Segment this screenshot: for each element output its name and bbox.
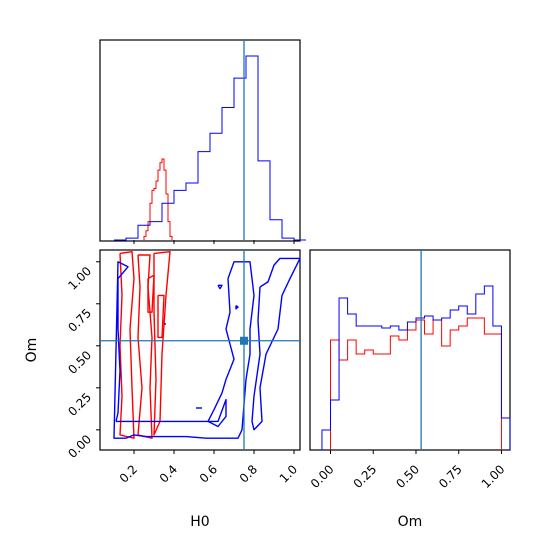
hist-h0-frame	[99, 39, 301, 242]
scatter-x-tick-label-4: 1.0	[277, 462, 300, 485]
hist-om-series	[321, 285, 511, 450]
contour-0-4	[157, 294, 165, 339]
x-axis-label-h0: H0	[190, 514, 209, 530]
scatter-contours	[113, 251, 301, 439]
contour-1-1	[251, 257, 301, 431]
scatter-y-tick-label-3: 0.75	[65, 306, 94, 335]
scatter-x-tick-label-0: 0.2	[117, 462, 140, 485]
scatter-x-ticks: 0.2 0.4 0.6 0.8 1.0	[117, 450, 300, 486]
hist-om-x-tick-label-0: 0.00	[308, 462, 337, 491]
scatter-x-tick-label-3: 0.8	[237, 462, 260, 485]
hist-h0-panel	[99, 39, 306, 244]
hist-h0-ticks	[133, 240, 295, 244]
scatter-y-ticks: 0.00 0.25 0.50 0.75 1.00	[65, 261, 100, 461]
scatter-truth-marker	[240, 336, 248, 345]
hist-om-x-tick-label-1: 0.25	[351, 462, 380, 491]
hist-h0-series-1	[114, 55, 306, 241]
contour-0-0	[119, 251, 135, 439]
hist-om-x-ticks: 0.00 0.25 0.50 0.75 1.00	[308, 450, 508, 491]
hist-h0-series	[114, 55, 306, 241]
hist-om-x-tick-label-3: 0.75	[436, 462, 465, 491]
scatter-y-tick-label-1: 0.25	[65, 390, 94, 419]
hist-om-x-tick-label-2: 0.50	[393, 462, 422, 491]
contour-0-3	[147, 274, 155, 313]
hist-om-x-tick-label-4: 1.00	[479, 462, 508, 491]
scatter-frame	[99, 249, 301, 451]
y-axis-label-om: Om	[24, 338, 40, 363]
scatter-x-tick-label-1: 0.4	[157, 462, 180, 485]
scatter-panel: 0.2 0.4 0.6 0.8 1.0 0.000.250.500.751.00 H0 …	[24, 249, 301, 530]
hist-om-series-1	[321, 285, 511, 450]
scatter-y-tick-label-4: 1.00	[65, 264, 94, 293]
scatter-y-tick-label-2: 0.50	[65, 348, 94, 377]
hist-h0-series-0	[143, 158, 173, 240]
contour-0-1	[137, 254, 153, 439]
scatter-x-tick-label-2: 0.6	[197, 462, 220, 485]
hist-om-panel: 0.00 0.25 0.50 0.75 1.00 Om	[308, 249, 511, 530]
hist-om-frame	[309, 249, 511, 451]
contour-1-3	[235, 304, 239, 310]
x-axis-label-om: Om	[398, 514, 423, 530]
contour-1-0	[113, 261, 255, 439]
contour-1-2	[217, 284, 223, 290]
hist-om-series-0	[330, 317, 502, 450]
scatter-y-tick-label-0: 0.00	[65, 432, 94, 461]
